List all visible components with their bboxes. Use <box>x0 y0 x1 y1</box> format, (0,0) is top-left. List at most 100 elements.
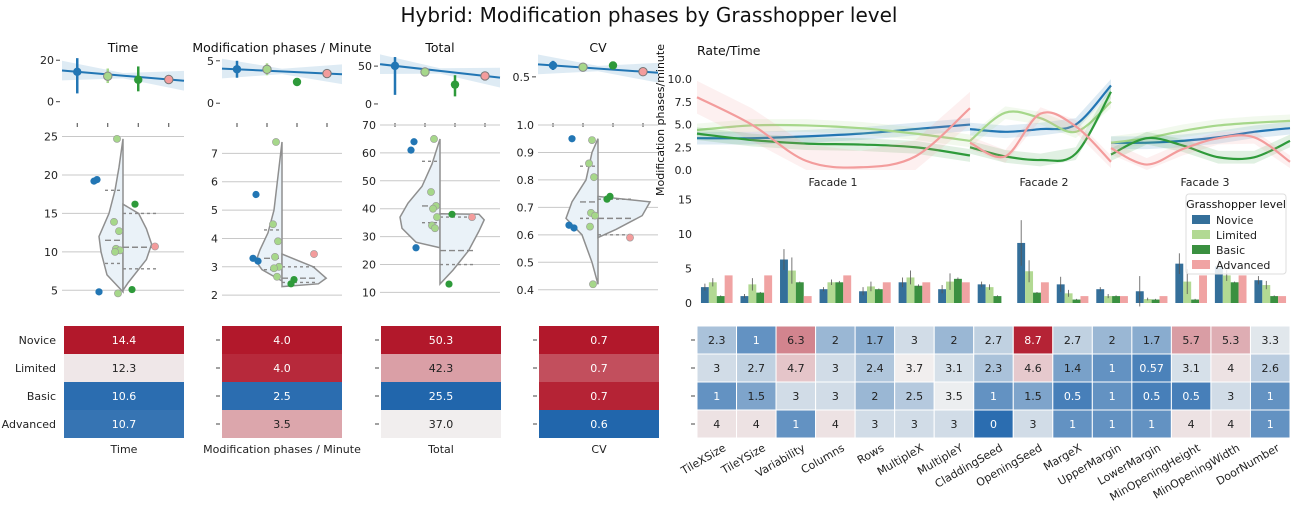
violin-total-ytick-label: 30 <box>362 231 376 244</box>
heat-summary-value: 4.0 <box>273 334 291 347</box>
point-total-point-novice <box>390 61 400 71</box>
violin-total: 10 20 30 40 50 60 70 <box>362 119 500 299</box>
violin-total-point-limited <box>429 204 437 213</box>
heat-params-value: 2 <box>871 390 878 403</box>
violin-cv-point-limited <box>590 173 598 182</box>
rate-time-line-novice <box>696 123 971 140</box>
legend-swatch-limited <box>1192 230 1210 239</box>
violin-time-point-limited <box>111 247 119 256</box>
violin-rate-ytick-label: 6 <box>211 176 218 189</box>
point-rate-regression-line <box>221 67 343 76</box>
heat-params-cell <box>854 381 896 411</box>
violin-time-point-advanced <box>151 242 159 251</box>
point-rate-ytick-label: 0 <box>207 97 214 110</box>
heat-summary-value: 10.7 <box>112 418 137 431</box>
heat-params-value: 4 <box>753 418 760 431</box>
heat-summary-cell <box>539 354 659 382</box>
heat-params-cell <box>1131 353 1172 383</box>
point-time: Time 0 20 <box>40 40 185 127</box>
figure-title: Hybrid: Modification phases by Grasshopp… <box>401 3 898 27</box>
rate-time-xtick-label: Facade 2 <box>1019 176 1068 189</box>
bar-basic <box>874 289 883 303</box>
bar-novice <box>859 291 867 303</box>
heat-params-value: 1 <box>1109 390 1116 403</box>
bar-limited <box>1104 296 1113 303</box>
heat-params-cell <box>894 325 935 355</box>
heat-params-value: 4.6 <box>1024 362 1042 375</box>
heat-params: 2.3 1 6.3 2 1.7 3 2 2.7 8.7 2.7 2 1.7 5.7 5.3 3.3 3 2.7 4… <box>678 325 1291 504</box>
legend-label-basic: Basic <box>1216 244 1245 257</box>
violin-cv-ytick-label: 0.5 <box>517 256 535 269</box>
violin-time-point-limited <box>114 289 122 298</box>
violin-total-point-advanced <box>468 213 476 221</box>
heat-params-value: 2 <box>1109 334 1116 347</box>
heat-summary-cell <box>381 382 501 410</box>
heat-params-value: 3.7 <box>906 362 924 375</box>
violin-total-point-novice <box>412 244 420 252</box>
legend-label-limited: Limited <box>1216 229 1257 242</box>
heat-params-cell <box>854 325 896 355</box>
bar-params-ytick-label: 5 <box>685 262 692 275</box>
rate-time-line-limited <box>696 123 971 142</box>
bar-basic <box>835 282 844 303</box>
heat-params-value: 1 <box>1109 362 1116 375</box>
bar-advanced <box>764 275 773 303</box>
point-cv-point-basic <box>608 61 618 70</box>
point-rate-ytick-label: 5 <box>207 55 214 68</box>
legend-swatch-advanced <box>1192 260 1210 269</box>
violin-cv-point-novice <box>568 135 576 143</box>
bar-novice <box>819 289 828 303</box>
rate-time-ytick-label: 10.0 <box>668 73 693 86</box>
point-time-point-basic <box>134 75 143 84</box>
heat-summary-cell <box>64 382 184 410</box>
point-rate-point-limited <box>262 64 272 74</box>
heat-params-cell <box>775 325 817 355</box>
violin-total-point-novice <box>410 138 418 146</box>
heat-params-value: 1.7 <box>866 334 884 347</box>
heat-params-value: 1 <box>713 390 720 403</box>
heat-params-cell <box>815 381 856 411</box>
bar-limited <box>985 287 994 303</box>
point-cv-ytick-label: 0.5 <box>513 71 531 84</box>
violin-total-violin-right <box>439 212 486 286</box>
heat-params-value: 6.3 <box>787 334 805 347</box>
heat-summary-value: 37.0 <box>429 418 454 431</box>
rate-time-line-limited <box>969 100 1112 142</box>
heat-params-cell <box>1170 353 1212 383</box>
heat-summary-cell <box>222 326 342 354</box>
violin-cv-point-limited <box>586 222 594 231</box>
bar-basic <box>756 292 765 303</box>
violin-cv-point-advanced <box>626 233 634 242</box>
violin-rate-point-basic <box>287 280 295 288</box>
violin-time-point-basic <box>128 285 136 294</box>
rate-time-band-advanced <box>697 80 970 170</box>
violin-total-point-limited <box>431 224 439 233</box>
rate-time-line-novice <box>1110 127 1291 144</box>
heat-params-value: 3 <box>832 362 839 375</box>
bar-advanced <box>882 282 891 303</box>
violin-time-point-limited <box>115 227 123 236</box>
heat-params-value: 4.7 <box>787 362 805 375</box>
heat-params-value: 1 <box>1267 418 1274 431</box>
point-total-ytick-label: 0 <box>365 98 372 111</box>
violin-rate-ytick-label: 5 <box>211 204 218 217</box>
heat-summary-row-label: Novice <box>19 334 57 347</box>
heat-params-value: 1 <box>1267 390 1274 403</box>
violin-cv-ytick-label: 0.9 <box>517 146 535 159</box>
heat-params-value: 1.7 <box>1143 334 1161 347</box>
heat-params-value: 1 <box>990 390 997 403</box>
violin-rate-ytick-label: 2 <box>211 289 218 302</box>
heat-summary-value: 14.4 <box>112 334 137 347</box>
heat-params-value: 3 <box>950 418 957 431</box>
bar-advanced <box>1080 296 1089 303</box>
heat-summary-row-label: Advanced <box>2 418 56 431</box>
violin-rate-ytick-label: 4 <box>211 232 218 245</box>
bar-limited <box>946 281 954 303</box>
heat-params-cell <box>1249 381 1291 411</box>
bar-limited <box>787 270 796 303</box>
heat-summary-value: 0.7 <box>590 390 608 403</box>
point-total-regression-line <box>379 63 501 79</box>
rate-time-line-basic <box>1110 136 1291 161</box>
point-cv-point-novice <box>548 61 558 70</box>
heat-params-cell <box>1091 409 1133 439</box>
